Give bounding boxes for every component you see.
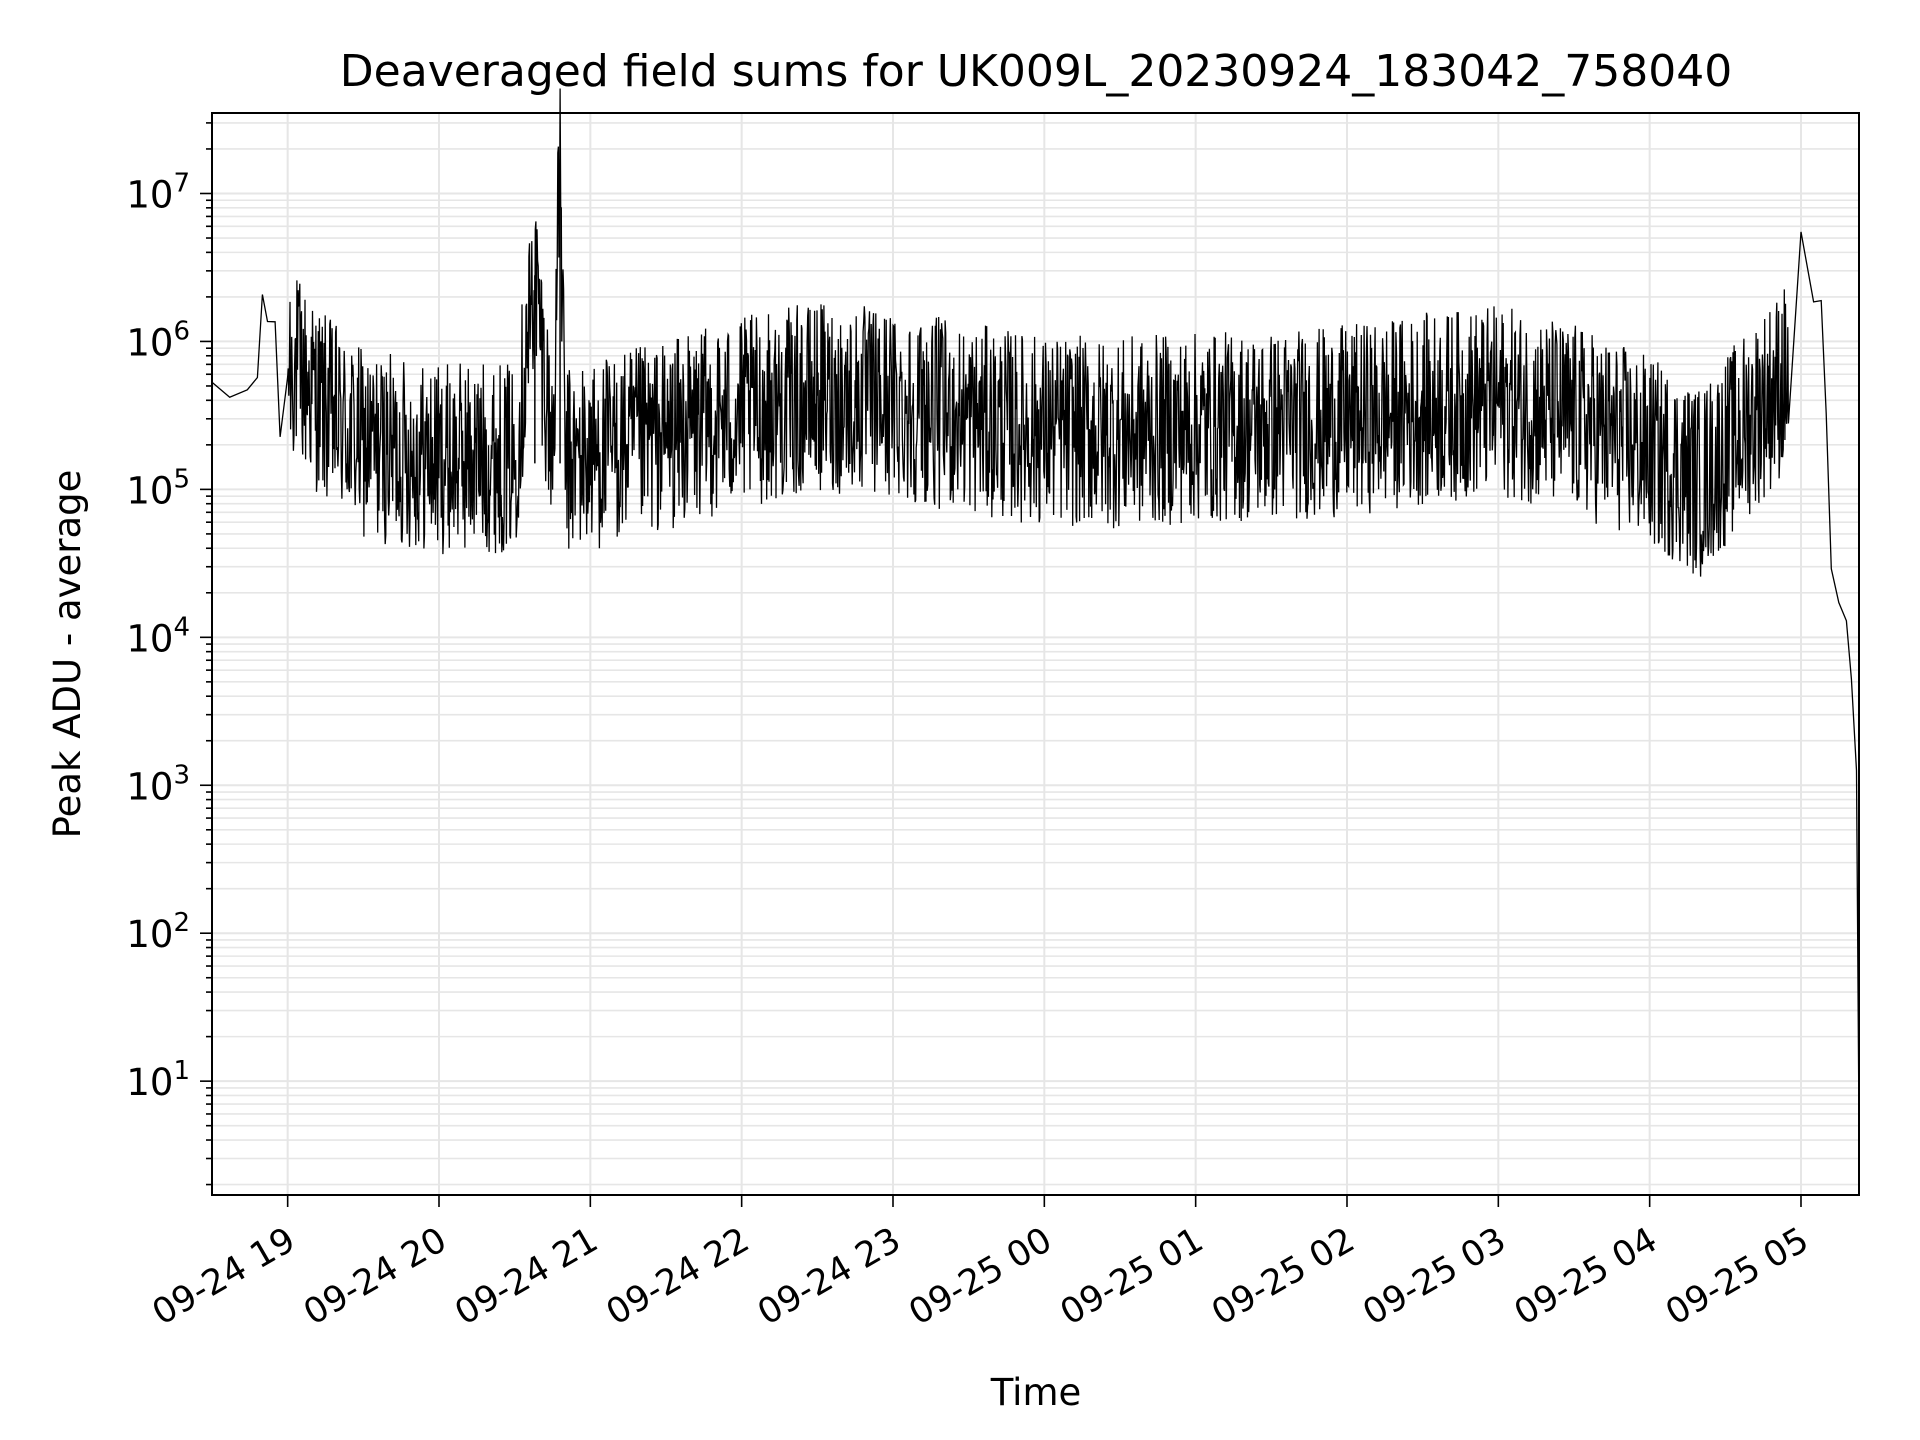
- y-tick-label: 106: [126, 316, 190, 364]
- x-tick-label: 09-25 05: [1659, 1220, 1815, 1333]
- series-line-group: [211, 88, 1860, 1129]
- chart-title: Deaveraged field sums for UK009L_2023092…: [340, 46, 1732, 97]
- plot-frame: [211, 112, 1860, 1196]
- y-axis-label: Peak ADU - average: [46, 470, 89, 839]
- x-axis-label: Time: [990, 1371, 1082, 1414]
- x-tick-label: 09-25 02: [1205, 1220, 1361, 1333]
- x-tick-label: 09-25 01: [1054, 1220, 1210, 1333]
- y-tick-label: 101: [126, 1056, 190, 1104]
- x-tick-label: 09-24 21: [449, 1220, 605, 1333]
- y-tick-label: 107: [126, 168, 190, 216]
- x-tick-label: 09-25 03: [1357, 1220, 1513, 1333]
- x-tick-label: 09-24 22: [600, 1220, 756, 1333]
- y-axis-ticks: 101 102 103 104 105 106 107: [126, 122, 212, 1186]
- series-line: [211, 88, 1860, 1129]
- x-tick-label: 09-25 04: [1508, 1220, 1664, 1333]
- x-tick-label: 09-25 00: [903, 1220, 1059, 1333]
- x-tick-label: 09-24 20: [297, 1220, 453, 1333]
- grid: [212, 113, 1859, 1195]
- y-tick-label: 104: [126, 612, 190, 660]
- y-tick-label: 102: [126, 908, 190, 956]
- y-tick-label: 103: [126, 760, 190, 808]
- y-tick-label: 105: [126, 464, 190, 512]
- x-tick-label: 09-24 23: [751, 1220, 907, 1333]
- x-tick-label: 09-24 19: [146, 1220, 302, 1333]
